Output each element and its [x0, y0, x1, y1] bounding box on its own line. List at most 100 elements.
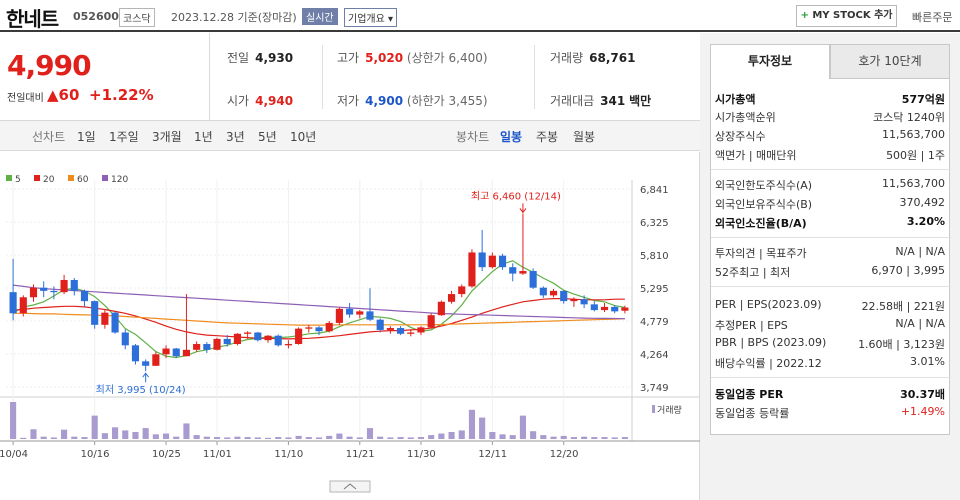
- volume-bar: [550, 436, 557, 439]
- tab-1week[interactable]: 1주일: [109, 130, 139, 144]
- volume-bar: [397, 437, 404, 439]
- x-tick-label: 12/11: [478, 449, 507, 460]
- volume-bar: [581, 436, 588, 439]
- volume-bar: [101, 433, 108, 439]
- sector-change-value: +1.49%: [900, 405, 945, 418]
- volume-bar: [530, 431, 537, 439]
- candle-body: [264, 335, 272, 341]
- tab-orderbook[interactable]: 호가 10단계: [830, 44, 950, 79]
- candle-body: [233, 333, 241, 345]
- volume-bar: [193, 435, 200, 439]
- volume-label: 거래량: [550, 51, 584, 65]
- legend-swatch: [34, 175, 40, 181]
- stock-code: 052600: [73, 10, 119, 23]
- quick-order-link[interactable]: 빠른주문: [912, 11, 953, 24]
- par-row: 액면가 | 매매단위 500원 | 1주: [715, 147, 945, 165]
- volume-bar: [519, 415, 526, 439]
- volume-bar: [50, 437, 57, 439]
- volume-bar: [601, 437, 608, 439]
- y-tick-label: 4,264: [640, 350, 669, 361]
- sector-change-row[interactable]: 동일업종 등락률 +1.49%: [715, 405, 945, 423]
- volume-bar: [438, 433, 445, 439]
- volume-bar: [224, 437, 231, 439]
- candle-body: [152, 354, 160, 366]
- chart-expand-handle: [329, 480, 371, 493]
- x-tick-label: 10/25: [152, 449, 181, 460]
- candle-body: [447, 294, 456, 302]
- cap-rank-row[interactable]: 시가총액순위 코스닥 1240위: [715, 109, 945, 127]
- add-mystock-button[interactable]: + MY STOCK 추가: [796, 5, 897, 27]
- candle-body: [560, 290, 568, 302]
- high-label: 고가: [337, 51, 360, 65]
- volume-bar: [234, 436, 241, 439]
- x-tick-label: 12/20: [550, 449, 579, 460]
- investment-info-panel: 투자정보 호가 10단계 시가총액 577억원 시가총액순위 코스닥 1240위…: [700, 33, 960, 500]
- volume-bar: [336, 433, 343, 439]
- volume-bar: [489, 431, 496, 439]
- candle-body: [478, 252, 486, 268]
- volume-bar: [346, 436, 353, 439]
- candle-body: [346, 308, 354, 315]
- prev-close-value: 4,930: [255, 51, 294, 65]
- tab-weekly[interactable]: 주봉: [536, 130, 559, 144]
- tab-10year[interactable]: 10년: [290, 130, 317, 144]
- upper-limit: (상한가 6,400): [406, 51, 488, 65]
- volume-bar: [407, 437, 414, 439]
- company-overview-button[interactable]: 기업개요 ▾: [344, 8, 397, 27]
- divider: [711, 237, 951, 238]
- tab-1year[interactable]: 1년: [194, 130, 213, 144]
- shares-value: 11,563,700: [882, 128, 945, 141]
- volume-bar: [10, 402, 17, 439]
- candle-body: [397, 328, 405, 334]
- price-chart[interactable]: 5 20 60 120 6,841 6,325 5,810 5,295 4,779 4,264 3,…: [0, 152, 700, 500]
- tab-investment-info[interactable]: 투자정보: [710, 44, 830, 79]
- opinion-label: 투자의견 | 목표주가: [715, 247, 807, 260]
- high-arrow-head: [519, 208, 527, 214]
- candle-body: [182, 349, 191, 357]
- tab-3month[interactable]: 3개월: [152, 130, 182, 144]
- per-label: PER | EPS(2023.09): [715, 298, 822, 311]
- tab-monthly[interactable]: 월봉: [573, 130, 596, 144]
- volume-bar: [479, 417, 486, 439]
- tab-1day[interactable]: 1일: [77, 130, 96, 144]
- foreign-limit-value: 11,563,700: [882, 177, 945, 190]
- volume-bar: [254, 437, 261, 439]
- high-price: 고가 5,020 (상한가 6,400): [337, 49, 488, 66]
- tab-5year[interactable]: 5년: [258, 130, 277, 144]
- low-price: 저가 4,900 (하한가 3,455): [337, 92, 488, 109]
- volume-bar: [468, 409, 476, 439]
- candle-body: [19, 297, 27, 314]
- volume-bar: [356, 437, 363, 439]
- realtime-button[interactable]: 실시간: [302, 8, 338, 25]
- candle-body: [407, 332, 415, 334]
- volume-bar: [611, 437, 618, 439]
- stock-name: 한네트: [6, 7, 59, 31]
- par-label: 액면가 | 매매단위: [715, 149, 797, 162]
- volume-bar: [366, 428, 374, 439]
- tab-daily[interactable]: 일봉: [500, 130, 523, 144]
- volume-bar: [152, 434, 159, 439]
- week52-label: 52주최고 | 최저: [715, 266, 791, 279]
- trade-amount-value: 341: [600, 94, 626, 108]
- volume-bar: [326, 435, 333, 439]
- volume-legend-swatch: [652, 405, 655, 413]
- foreign-hold-label: 외국인보유주식수(B): [715, 198, 813, 211]
- add-mystock-label: MY STOCK 추가: [812, 10, 893, 21]
- candle-body: [386, 328, 394, 330]
- candle-body: [101, 312, 109, 325]
- y-tick-label: 5,295: [640, 284, 669, 295]
- volume-bar: [499, 434, 506, 439]
- diff-label: 전일대비: [7, 93, 44, 104]
- market-cap-label: 시가총액: [715, 93, 756, 106]
- volume-bar: [40, 436, 47, 439]
- cap-rank-value: 코스닥 1240위: [873, 111, 945, 124]
- candle-body: [172, 348, 180, 357]
- candle-body: [366, 311, 374, 320]
- low-label: 저가: [337, 94, 360, 108]
- tab-3year[interactable]: 3년: [226, 130, 245, 144]
- legend-swatch: [68, 175, 74, 181]
- volume-bar: [621, 437, 628, 439]
- volume-value: 68,761: [589, 51, 636, 65]
- volume-bar: [30, 429, 37, 439]
- legend-swatch: [102, 175, 108, 181]
